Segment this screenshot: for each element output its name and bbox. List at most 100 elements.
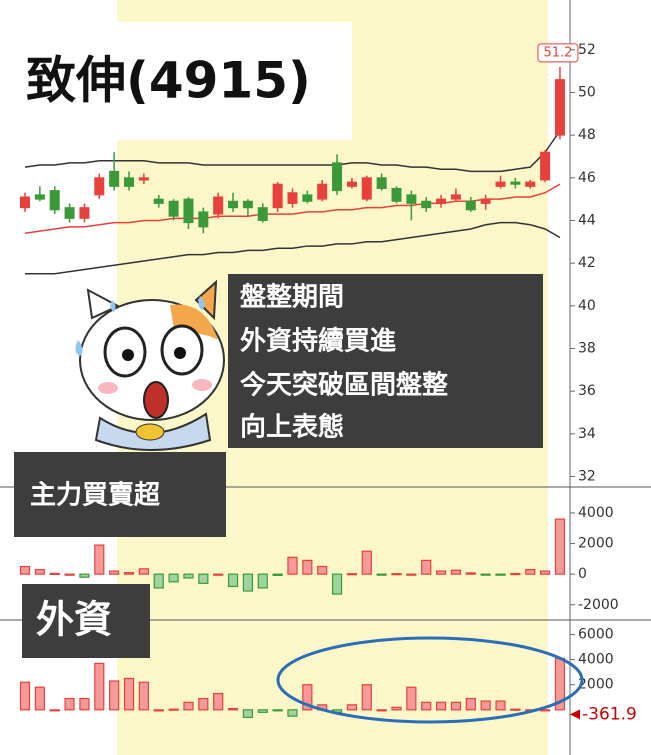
- bar: [49, 572, 60, 575]
- bar: [168, 573, 179, 583]
- bar: [19, 565, 31, 575]
- candle-body: [495, 181, 506, 187]
- annotation: 向上表態: [240, 412, 344, 443]
- candle-body: [510, 181, 521, 185]
- band-line: [25, 221, 561, 275]
- candle-body: [436, 198, 447, 204]
- bar: [435, 701, 447, 711]
- bar: [227, 707, 239, 711]
- bar: [257, 573, 268, 589]
- candle-body: [376, 177, 387, 189]
- bar: [49, 709, 60, 712]
- title-box: [18, 22, 352, 140]
- y-tick-label: 36: [578, 383, 596, 399]
- candle-body: [272, 183, 283, 209]
- bar: [198, 573, 209, 584]
- y-tick-label: 42: [578, 255, 596, 271]
- annotation: 盤整期間: [240, 282, 344, 313]
- bar: [450, 569, 462, 575]
- bar: [34, 686, 45, 711]
- bar: [138, 568, 149, 575]
- candle-body: [391, 187, 402, 202]
- bar: [554, 518, 566, 575]
- bar: [138, 681, 149, 711]
- candle-body: [421, 200, 432, 209]
- bar: [227, 573, 239, 587]
- candle-body: [49, 190, 60, 211]
- bar: [317, 565, 328, 575]
- bar: [480, 573, 491, 576]
- bar: [421, 701, 432, 711]
- bar: [495, 573, 506, 576]
- bar: [242, 709, 253, 718]
- bar: [79, 573, 90, 578]
- bar: [465, 572, 476, 575]
- bar: [376, 709, 387, 712]
- bar: [391, 573, 402, 576]
- bar: [64, 573, 75, 576]
- bar: [257, 709, 268, 713]
- candle-body: [332, 162, 343, 192]
- highlight-ellipse: [276, 636, 584, 724]
- annotation-box: [228, 274, 543, 448]
- candle-body: [302, 194, 313, 202]
- y-tick-label: 32: [578, 468, 596, 484]
- bar: [34, 568, 45, 575]
- bar: [272, 709, 283, 712]
- bar: [539, 709, 551, 712]
- bar: [406, 573, 417, 576]
- bar: [376, 573, 387, 576]
- candle-body: [153, 198, 164, 204]
- bar: [79, 697, 90, 711]
- chart-title: 致伸(4915): [26, 52, 311, 110]
- bar: [287, 709, 298, 717]
- bar: [153, 709, 164, 712]
- candle-body: [257, 207, 268, 221]
- bar: [346, 704, 358, 711]
- cat-illustration: [75, 279, 225, 451]
- y-tick-label: 4000: [578, 505, 614, 521]
- candle-body: [540, 151, 551, 181]
- bar: [123, 677, 135, 711]
- price-tag-box: [537, 43, 579, 63]
- y-tick-label: 52: [578, 42, 596, 58]
- bar: [19, 681, 31, 711]
- bar: [435, 570, 447, 575]
- marks: [19, 66, 566, 718]
- candle-body: [20, 196, 30, 209]
- y-tick-label: 6000: [578, 627, 614, 643]
- annotation: 今天突破區間盤整: [240, 370, 448, 401]
- bar: [495, 700, 506, 711]
- bar: [213, 573, 224, 576]
- y-tick-label: 40: [578, 298, 596, 314]
- panel-label-box: [22, 584, 150, 658]
- candle-body: [317, 183, 328, 200]
- bar: [123, 572, 135, 575]
- bar: [331, 573, 343, 595]
- candle-body: [79, 207, 90, 219]
- candle-body: [361, 177, 372, 200]
- bar: [94, 662, 105, 711]
- candle-body: [213, 196, 224, 215]
- candle-body: [346, 181, 357, 187]
- candle-body: [287, 192, 298, 204]
- candle-body: [198, 211, 209, 228]
- y-tick-label: 34: [578, 426, 596, 442]
- candle-body: [525, 181, 536, 187]
- bar: [421, 559, 432, 575]
- panel-label-box: [14, 452, 226, 537]
- bar: [406, 686, 417, 711]
- candle-body: [554, 79, 565, 136]
- candle-body: [242, 200, 253, 209]
- candle-body: [183, 198, 194, 224]
- candle-body: [168, 200, 179, 217]
- bar: [525, 568, 536, 575]
- bar: [361, 684, 372, 711]
- y-tick-label: 48: [578, 127, 596, 143]
- y-tick-label: 2000: [578, 536, 614, 552]
- bar: [183, 701, 194, 711]
- candle-body: [480, 198, 491, 204]
- bar: [539, 570, 551, 575]
- value-tag-pointer: [570, 709, 580, 720]
